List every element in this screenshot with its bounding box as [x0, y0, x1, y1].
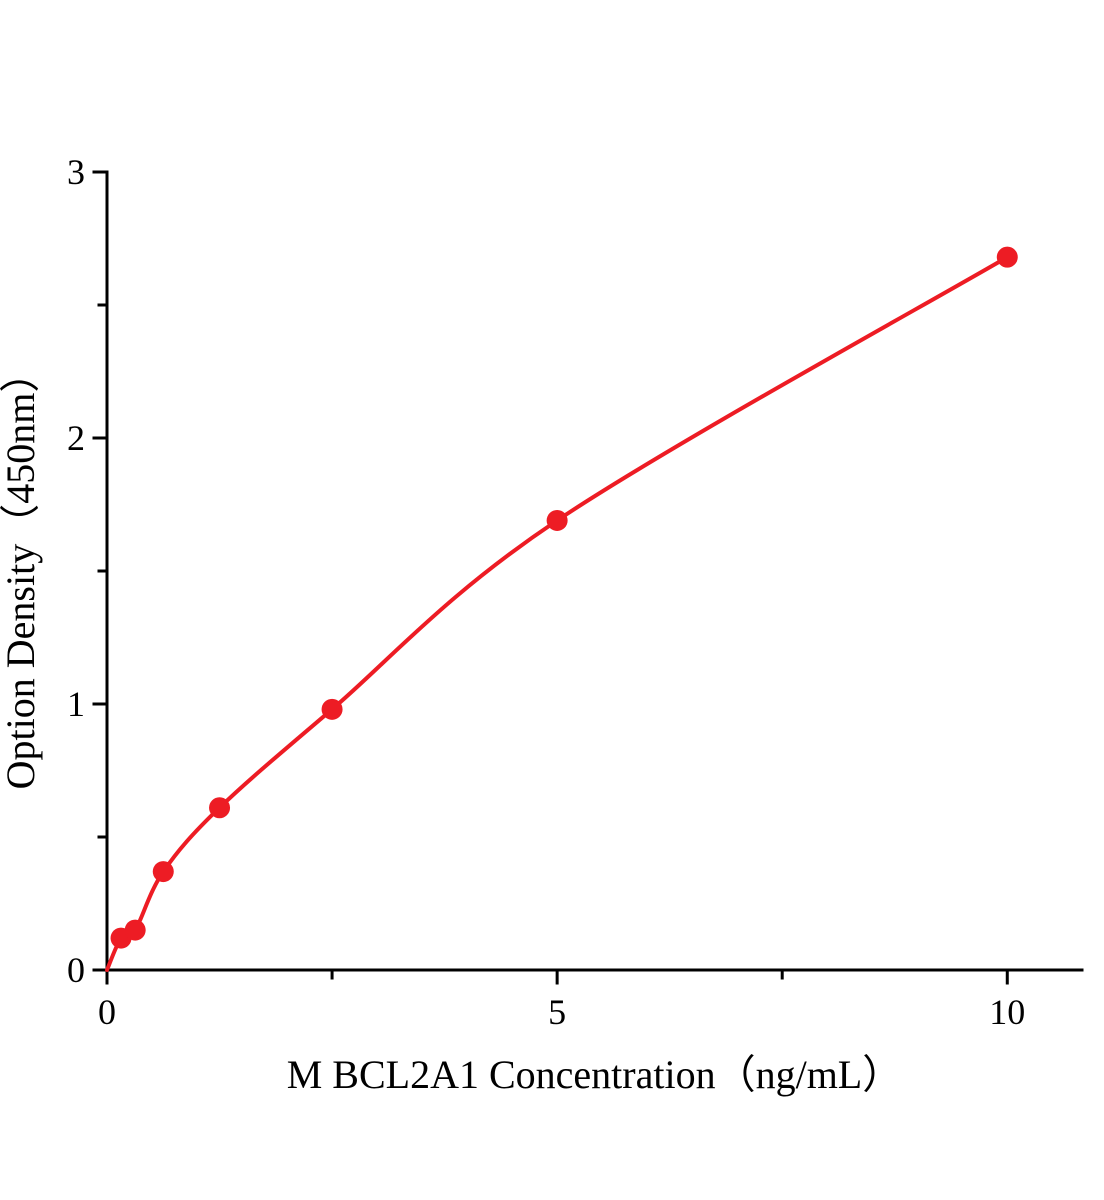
data-point — [321, 698, 343, 720]
y-tick-label: 0 — [67, 950, 85, 990]
x-tick-label: 5 — [548, 992, 566, 1032]
y-axis-title: Option Density（450nm） — [0, 353, 43, 790]
y-tick-label: 2 — [67, 418, 85, 458]
data-point — [124, 919, 146, 941]
x-tick-label: 10 — [989, 992, 1025, 1032]
data-point — [996, 246, 1018, 268]
x-tick-label: 0 — [98, 992, 116, 1032]
fit-curve — [105, 255, 1010, 972]
data-point — [152, 861, 174, 883]
data-point — [546, 509, 568, 531]
y-tick-label: 3 — [67, 152, 85, 192]
x-axis-title: M BCL2A1 Concentration（ng/mL） — [287, 1052, 903, 1097]
y-tick-label: 1 — [67, 684, 85, 724]
data-point — [209, 797, 231, 819]
